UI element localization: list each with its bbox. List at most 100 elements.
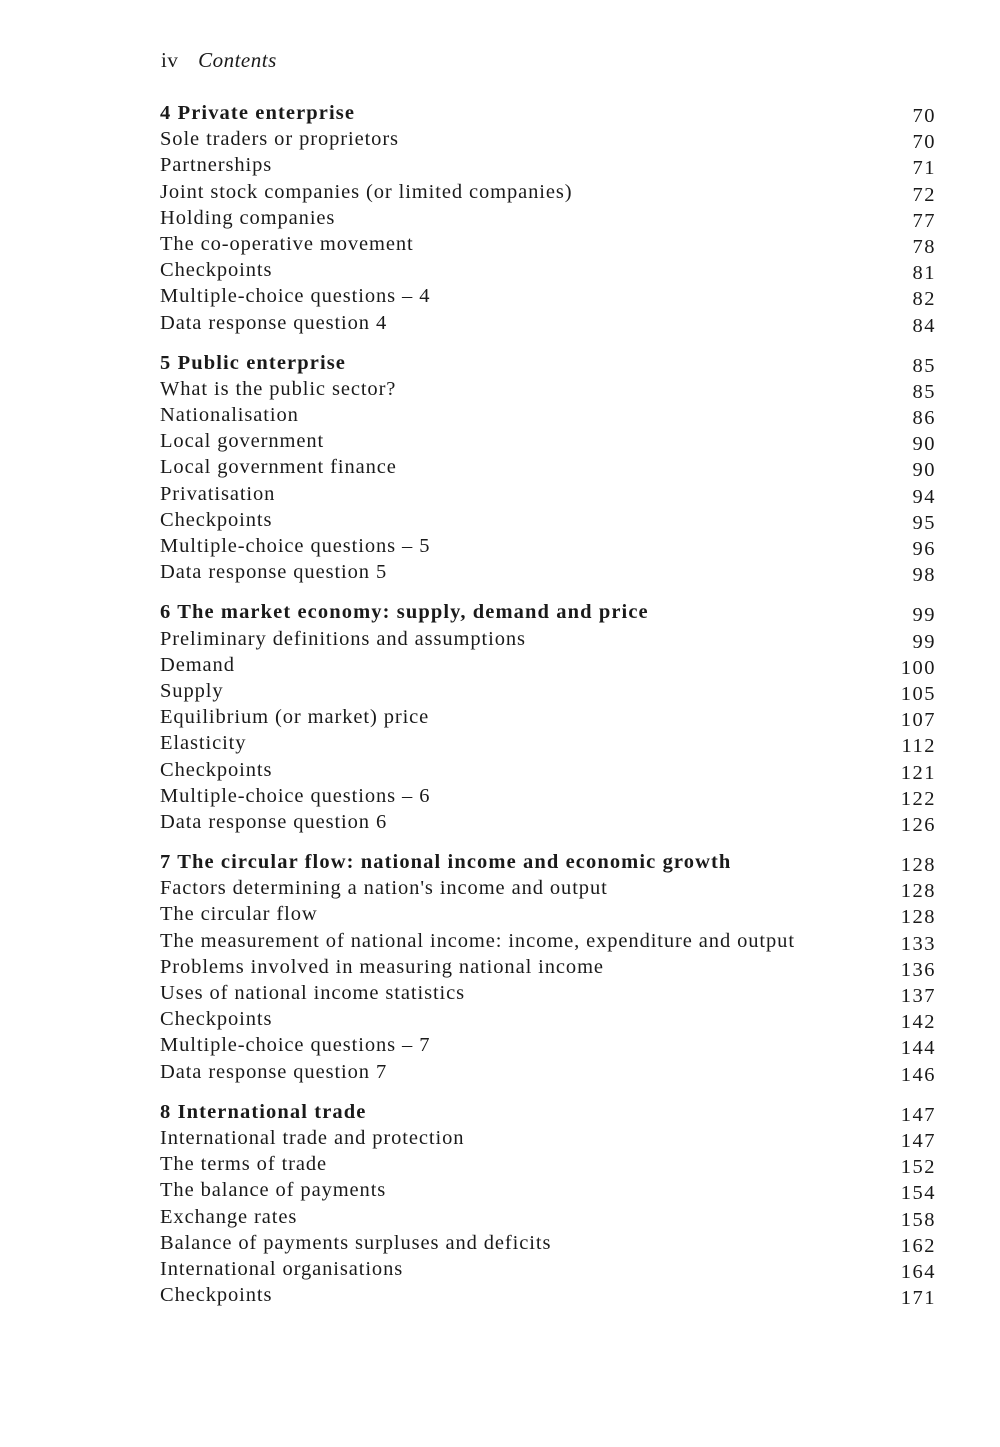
entry-page: 78 — [912, 235, 936, 258]
toc-entry: Checkpoints 121 — [160, 759, 936, 785]
toc-entry: Nationalisation 86 — [160, 404, 936, 430]
entry-title: 7 The circular flow: national income and… — [160, 851, 732, 874]
entry-page: 152 — [900, 1156, 936, 1179]
entry-title: The terms of trade — [160, 1153, 328, 1176]
entry-title: Privatisation — [160, 482, 276, 505]
entry-title: What is the public sector? — [160, 377, 397, 400]
entry-title: Sole traders or proprietors — [160, 128, 399, 151]
toc-entry: The terms of trade 152 — [160, 1153, 936, 1179]
entry-title: Demand — [160, 653, 235, 676]
toc-entry: Multiple-choice questions – 7 144 — [160, 1034, 936, 1060]
entry-page: 128 — [900, 880, 936, 903]
toc-chapter: 4 Private enterprise 70 Sole traders or pr… — [160, 102, 936, 338]
entry-title: Problems involved in measuring national … — [160, 955, 604, 978]
entry-page: 133 — [900, 932, 936, 955]
entry-page: 99 — [912, 630, 936, 653]
entry-page: 147 — [900, 1103, 936, 1126]
toc-entry: Privatisation 94 — [160, 483, 936, 509]
entry-page: 90 — [912, 433, 936, 456]
entry-title: Checkpoints — [160, 1008, 273, 1031]
running-title: Contents — [198, 48, 277, 72]
entry-title: Uses of national income statistics — [160, 982, 466, 1004]
entry-title: Data response question 4 — [160, 311, 388, 334]
entry-title: Local government — [160, 430, 325, 453]
chapter-heading: 6 The market economy: supply, demand and… — [160, 601, 936, 627]
entry-page: 90 — [912, 459, 936, 482]
chapter-heading: 5 Public enterprise 85 — [160, 352, 936, 378]
toc-entry: Checkpoints 142 — [160, 1008, 936, 1034]
entry-title: 8 International trade — [160, 1100, 367, 1123]
entry-page: 85 — [912, 380, 936, 403]
entry-page: 126 — [900, 813, 936, 836]
table-of-contents: 4 Private enterprise 70 Sole traders or pr… — [160, 102, 936, 1324]
entry-title: Partnerships — [160, 154, 273, 177]
entry-title: Checkpoints — [160, 1284, 273, 1307]
entry-title: International organisations — [160, 1257, 404, 1280]
toc-entry: Local government 90 — [160, 430, 936, 456]
entry-title: Holding companies — [160, 206, 336, 229]
entry-page: 81 — [912, 262, 936, 285]
entry-title: The co-operative movement — [160, 232, 414, 255]
toc-entry: Data response question 6 126 — [160, 811, 936, 837]
toc-entry: Balance of payments surpluses and defici… — [160, 1232, 936, 1258]
entry-page: 128 — [900, 854, 936, 877]
toc-entry: Demand 100 — [160, 654, 936, 680]
entry-title: Multiple-choice questions – 4 — [160, 285, 431, 308]
toc-entry: Data response question 5 98 — [160, 561, 936, 587]
running-header: iv Contents — [161, 48, 277, 73]
toc-entry: Multiple-choice questions – 6 122 — [160, 785, 936, 811]
toc-entry: Checkpoints 95 — [160, 509, 936, 535]
entry-title: Nationalisation — [160, 404, 299, 427]
entry-page: 100 — [900, 656, 936, 679]
entry-page: 107 — [900, 709, 936, 732]
entry-title: The measurement of national income: inco… — [160, 929, 795, 952]
entry-page: 94 — [912, 485, 936, 508]
entry-title: Data response question 6 — [160, 810, 388, 833]
entry-page: 162 — [900, 1234, 936, 1257]
toc-entry: Checkpoints 81 — [160, 259, 936, 285]
chapter-heading: 7 The circular flow: national income and… — [160, 851, 936, 877]
entry-page: 82 — [912, 288, 936, 311]
toc-entry: Joint stock companies (or limited compan… — [160, 181, 936, 207]
entry-title: Data response question 5 — [160, 561, 388, 584]
entry-page: 85 — [912, 354, 936, 377]
page-number: iv — [161, 48, 179, 72]
entry-title: Equilibrium (or market) price — [160, 706, 430, 729]
toc-entry: Exchange rates 158 — [160, 1206, 936, 1232]
entry-title: Multiple-choice questions – 6 — [160, 784, 431, 807]
entry-page: 70 — [912, 105, 936, 127]
entry-page: 71 — [912, 157, 936, 180]
entry-page: 142 — [900, 1011, 936, 1034]
entry-title: Preliminary definitions and assumptions — [160, 627, 526, 650]
entry-title: Factors determining a nation's income an… — [160, 877, 608, 900]
entry-page: 128 — [900, 906, 936, 929]
entry-page: 137 — [900, 985, 936, 1007]
toc-entry: Elasticity 112 — [160, 732, 936, 758]
toc-chapter: 7 The circular flow: national income and… — [160, 851, 936, 1087]
entry-title: Elasticity — [160, 732, 247, 755]
entry-title: 5 Public enterprise — [160, 351, 347, 374]
entry-title: Checkpoints — [160, 259, 273, 282]
entry-page: 112 — [901, 735, 936, 758]
toc-entry: Problems involved in measuring national … — [160, 956, 936, 982]
entry-page: 96 — [912, 538, 936, 560]
entry-page: 99 — [912, 604, 936, 627]
entry-page: 121 — [900, 761, 936, 784]
toc-entry: International organisations 164 — [160, 1258, 936, 1284]
toc-entry: What is the public sector? 85 — [160, 378, 936, 404]
entry-page: 146 — [900, 1063, 936, 1086]
toc-entry: Supply 105 — [160, 680, 936, 706]
toc-entry: The balance of payments 154 — [160, 1179, 936, 1205]
entry-title: Balance of payments surpluses and defici… — [160, 1231, 552, 1254]
entry-page: 77 — [912, 209, 936, 232]
entry-page: 147 — [900, 1129, 936, 1152]
entry-title: Joint stock companies (or limited compan… — [160, 180, 573, 203]
entry-page: 122 — [900, 787, 936, 810]
entry-title: Checkpoints — [160, 508, 273, 531]
entry-title: 4 Private enterprise — [160, 102, 356, 124]
entry-title: Multiple-choice questions – 5 — [160, 535, 431, 557]
entry-page: 136 — [900, 958, 936, 981]
entry-page: 70 — [912, 131, 936, 154]
toc-entry: International trade and protection 147 — [160, 1127, 936, 1153]
chapter-heading: 4 Private enterprise 70 — [160, 102, 936, 128]
